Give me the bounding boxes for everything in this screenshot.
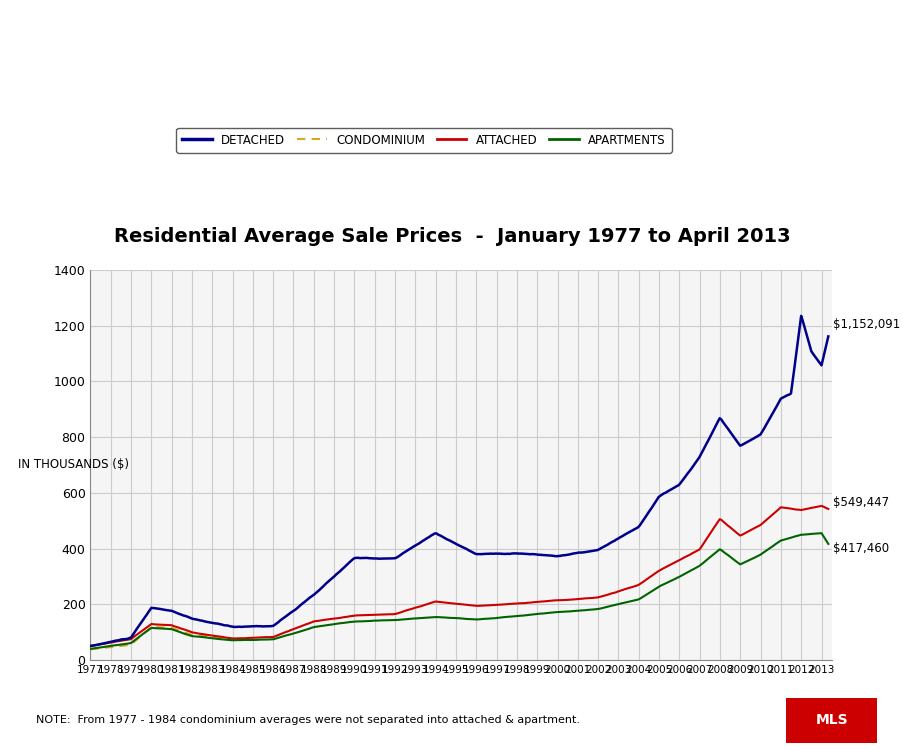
Text: Residential Average Sale Prices  -  January 1977 to April 2013: Residential Average Sale Prices - Januar…	[114, 226, 789, 246]
Legend: DETACHED, CONDOMINIUM, ATTACHED, APARTMENTS: DETACHED, CONDOMINIUM, ATTACHED, APARTME…	[176, 128, 671, 152]
DETACHED	[241, 622, 252, 631]
APARTMENTS	[417, 614, 428, 622]
ATTACHED	[822, 505, 833, 514]
Text: MLS: MLS	[815, 713, 847, 727]
DETACHED	[431, 529, 442, 538]
APARTMENTS	[503, 612, 514, 621]
DETACHED	[284, 608, 295, 617]
ATTACHED	[815, 502, 826, 511]
APARTMENTS	[241, 635, 252, 644]
ATTACHED	[431, 597, 442, 606]
DETACHED	[503, 550, 514, 559]
DETACHED	[822, 332, 833, 341]
DETACHED	[85, 641, 96, 650]
Text: $549,447: $549,447	[832, 496, 888, 509]
ATTACHED	[241, 634, 252, 643]
DETACHED	[761, 419, 772, 428]
ATTACHED	[85, 641, 96, 650]
APARTMENTS	[431, 613, 442, 622]
Line: CONDOMINIUM: CONDOMINIUM	[90, 627, 241, 650]
Text: $1,152,091: $1,152,091	[832, 318, 899, 331]
ATTACHED	[284, 626, 295, 634]
CONDOMINIUM	[85, 645, 96, 654]
Text: IN THOUSANDS ($): IN THOUSANDS ($)	[18, 458, 129, 472]
DETACHED	[417, 536, 428, 545]
APARTMENTS	[761, 545, 772, 554]
Text: NOTE:  From 1977 - 1984 condominium averages were not separated into attached & : NOTE: From 1977 - 1984 condominium avera…	[36, 715, 580, 725]
APARTMENTS	[822, 539, 833, 548]
ATTACHED	[503, 599, 514, 608]
APARTMENTS	[85, 644, 96, 653]
Line: DETACHED: DETACHED	[90, 316, 827, 646]
Line: ATTACHED: ATTACHED	[90, 506, 827, 646]
APARTMENTS	[284, 630, 295, 639]
ATTACHED	[417, 601, 428, 610]
Text: $417,460: $417,460	[832, 542, 888, 555]
DETACHED	[795, 311, 805, 320]
APARTMENTS	[815, 529, 826, 538]
ATTACHED	[761, 514, 772, 523]
Line: APARTMENTS: APARTMENTS	[90, 533, 827, 649]
